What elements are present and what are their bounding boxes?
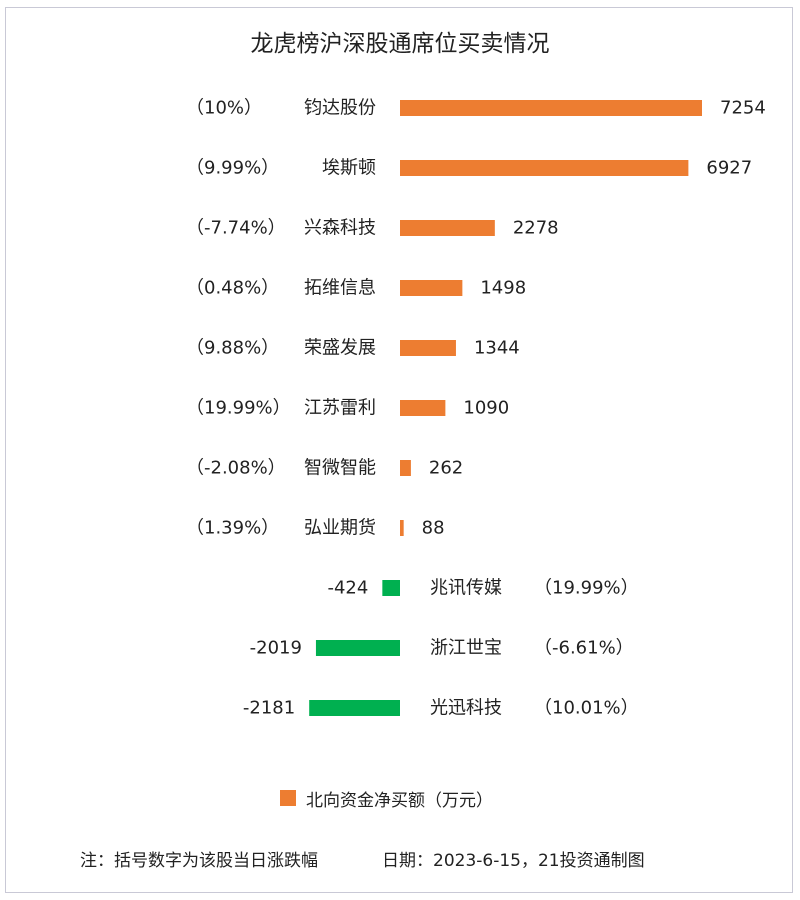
- bar: [400, 400, 446, 416]
- bar: [400, 280, 463, 296]
- bar: [400, 160, 689, 176]
- chart-frame: [5, 7, 793, 893]
- legend-label: 北向资金净买额（万元）: [306, 790, 493, 811]
- value-label: 6927: [706, 158, 752, 179]
- value-label: 1090: [463, 398, 509, 419]
- chart-legend: 北向资金净买额（万元）: [280, 786, 493, 811]
- category-label: 浙江世宝: [430, 638, 502, 659]
- value-label: -2019: [250, 638, 302, 659]
- change-label: （1.39%）: [186, 518, 279, 539]
- category-label: 兆讯传媒: [430, 578, 502, 599]
- footer-note: 注：括号数字为该股当日涨跌幅: [80, 851, 318, 871]
- value-label: 1344: [474, 338, 520, 359]
- category-label: 钧达股份: [304, 98, 376, 119]
- value-label: 88: [422, 518, 445, 539]
- bar: [315, 640, 400, 656]
- value-label: 2278: [513, 218, 559, 239]
- bar: [382, 580, 400, 596]
- category-label: 智微智能: [304, 458, 376, 479]
- value-label: -2181: [243, 698, 295, 719]
- category-label: 江苏雷利: [304, 398, 376, 419]
- value-label: -424: [327, 578, 368, 599]
- change-label: （10.01%）: [534, 698, 639, 719]
- category-label: 弘业期货: [304, 518, 376, 539]
- chart-title: 龙虎榜沪深股通席位买卖情况: [250, 31, 550, 57]
- change-label: （-7.74%）: [186, 218, 286, 239]
- change-label: （10%）: [186, 98, 262, 119]
- change-label: （19.99%）: [186, 398, 291, 419]
- bar: [400, 520, 404, 536]
- category-label: 荣盛发展: [304, 338, 376, 359]
- bar: [400, 220, 495, 236]
- legend-swatch: [280, 790, 296, 806]
- bar: [400, 340, 456, 356]
- change-label: （9.88%）: [186, 338, 279, 359]
- category-label: 拓维信息: [304, 278, 376, 299]
- change-label: （9.99%）: [186, 158, 279, 179]
- footer-date: 日期：2023-6-15，21投资通制图: [382, 851, 645, 871]
- value-label: 1498: [480, 278, 526, 299]
- value-label: 7254: [720, 98, 766, 119]
- category-label: 埃斯顿: [322, 158, 376, 179]
- bar: [400, 100, 702, 116]
- change-label: （0.48%）: [186, 278, 279, 299]
- change-label: （19.99%）: [534, 578, 639, 599]
- bar: [309, 700, 400, 716]
- change-label: （-2.08%）: [186, 458, 286, 479]
- change-label: （-6.61%）: [534, 638, 634, 659]
- value-label: 262: [429, 458, 463, 479]
- bar: [400, 460, 411, 476]
- category-label: 光迅科技: [430, 698, 502, 719]
- category-label: 兴森科技: [304, 218, 376, 239]
